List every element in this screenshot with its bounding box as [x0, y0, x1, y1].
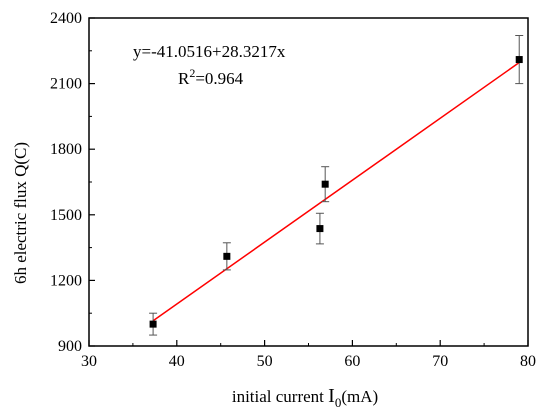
tick-labels: 30 40 50 60 70 80 900 1200 1500 1800 2100 2400 [50, 10, 536, 370]
point-marker [515, 56, 523, 64]
r-squared-annotation: R2=0.964 [178, 66, 244, 88]
point-marker [223, 252, 231, 260]
data-point [149, 312, 158, 336]
y-tick-label: 1800 [50, 141, 82, 158]
data-point [315, 212, 324, 245]
x-tick-label: 30 [81, 353, 97, 370]
y-tick-label: 1200 [50, 272, 82, 289]
x-tick-label: 50 [257, 353, 273, 370]
point-marker [316, 225, 324, 233]
x-tick-label: 80 [520, 353, 536, 370]
y-tick-label: 2400 [50, 10, 82, 27]
equation-annotation: y=-41.0516+28.3217x [133, 42, 286, 61]
data-point [515, 34, 524, 85]
data-points-layer [149, 34, 524, 336]
y-tick-label: 2100 [50, 76, 82, 93]
axis-ticks [88, 17, 529, 347]
data-point [321, 166, 330, 203]
x-tick-label: 40 [169, 353, 185, 370]
x-tick-label: 60 [344, 353, 360, 370]
y-tick-label: 1500 [50, 207, 82, 224]
fit-line [152, 61, 520, 322]
y-axis-title: 6h electric flux Q(C) [11, 142, 30, 284]
point-marker [149, 320, 157, 328]
x-axis-title: initial current I0(mA) [232, 385, 378, 410]
fit-line-layer [152, 61, 520, 322]
y-tick-label: 900 [58, 338, 82, 355]
point-marker [321, 180, 329, 188]
plot-frame [88, 17, 529, 347]
x-tick-label: 70 [432, 353, 448, 370]
data-point [222, 242, 231, 271]
